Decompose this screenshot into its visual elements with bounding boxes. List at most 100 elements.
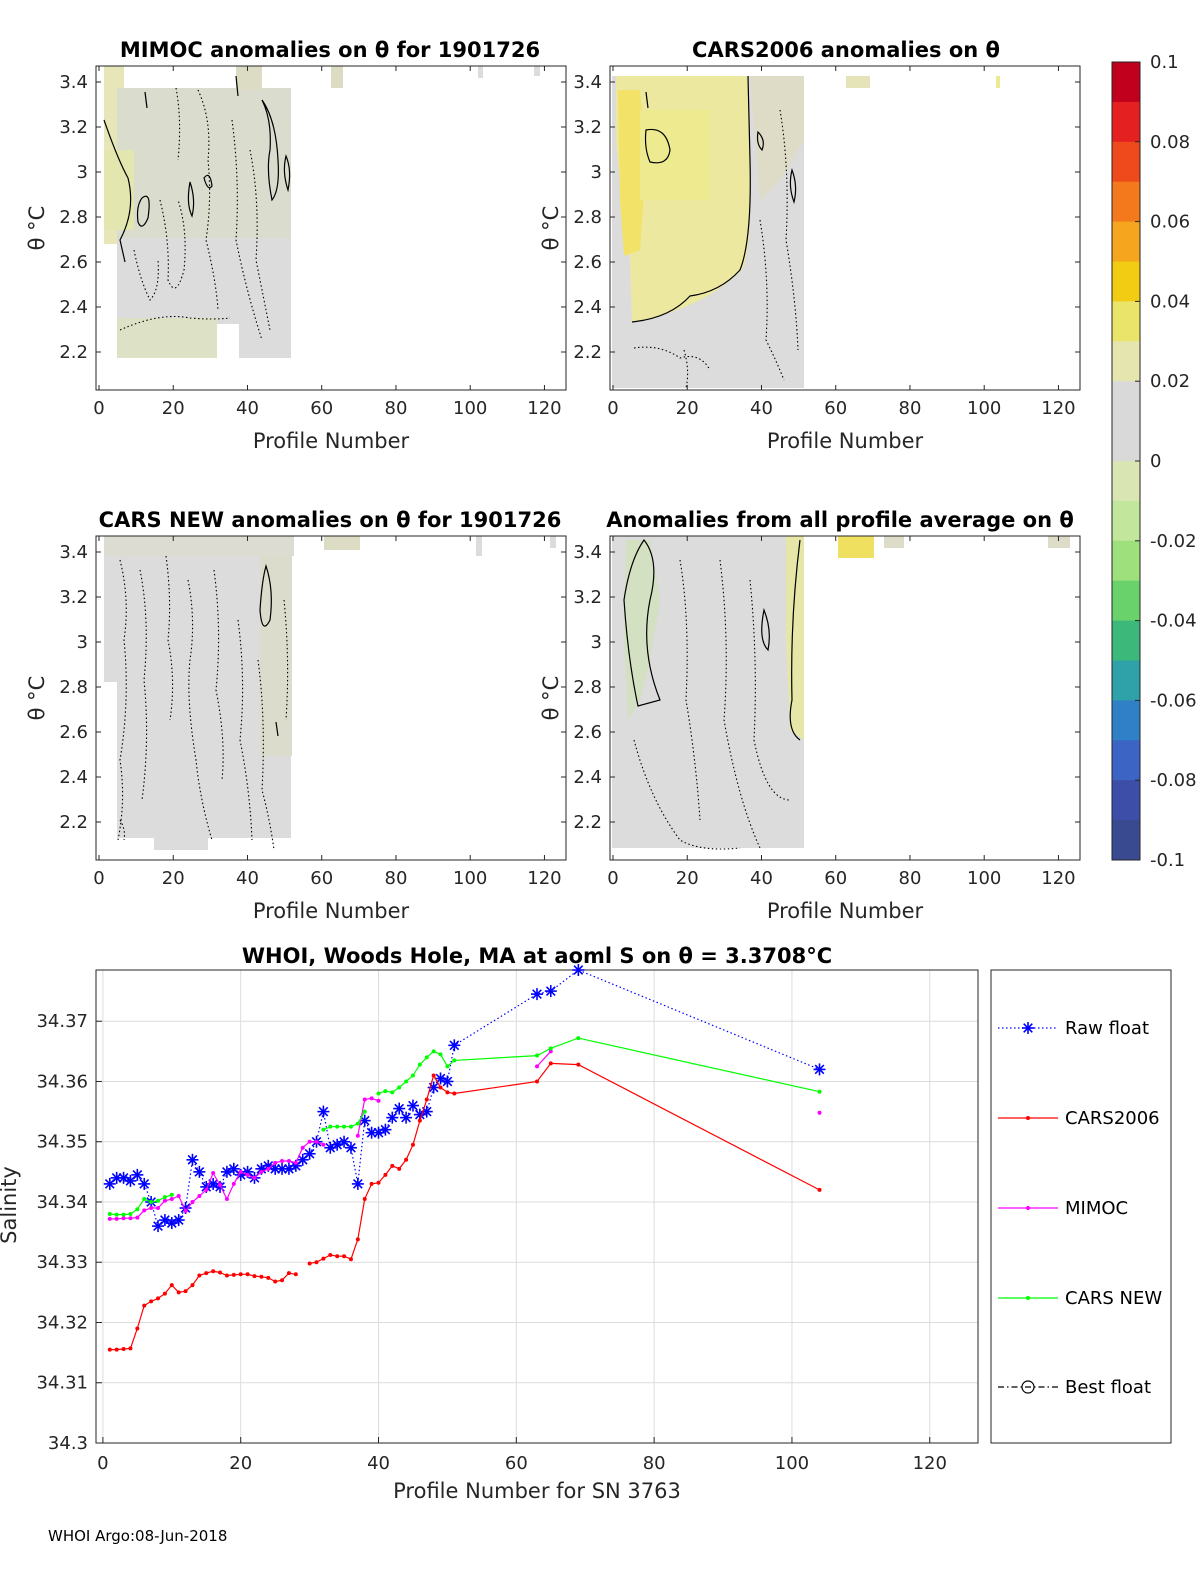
series-point bbox=[369, 1096, 374, 1101]
series-point bbox=[286, 1271, 291, 1276]
series-point bbox=[190, 1199, 195, 1204]
series-cars-new bbox=[107, 1036, 822, 1217]
y-axis-label: θ °C bbox=[25, 676, 49, 721]
x-tick-label: 0 bbox=[607, 868, 618, 889]
legend-label: MIMOC bbox=[1065, 1198, 1128, 1219]
chart-xlabel: Profile Number for SN 3763 bbox=[393, 1479, 681, 1503]
series-point bbox=[404, 1157, 409, 1162]
y-tick-label: 3.2 bbox=[573, 587, 602, 608]
axes-box bbox=[609, 65, 1081, 391]
series-point bbox=[238, 1169, 243, 1174]
series-point bbox=[438, 1085, 443, 1090]
series-point bbox=[135, 1207, 140, 1212]
series-point bbox=[245, 1272, 250, 1277]
raw-float-point bbox=[393, 1102, 406, 1115]
raw-float-point bbox=[400, 1111, 413, 1124]
series-point bbox=[355, 1237, 360, 1242]
panel-cars-new-field bbox=[104, 536, 556, 851]
series-point bbox=[321, 1142, 326, 1147]
footer-text: WHOI Argo:08-Jun-2018 bbox=[48, 1527, 227, 1545]
series-point bbox=[259, 1169, 264, 1174]
series-point bbox=[293, 1272, 298, 1277]
series-point bbox=[300, 1145, 305, 1150]
y-tick-label: 2.6 bbox=[59, 722, 88, 743]
x-axis-label: Profile Number bbox=[767, 899, 924, 923]
series-point bbox=[197, 1273, 202, 1278]
raw-float-point bbox=[172, 1214, 185, 1227]
series-point bbox=[176, 1193, 181, 1198]
panel-title-cars-new: CARS NEW anomalies on θ for 1901726 bbox=[99, 508, 562, 532]
series-point bbox=[128, 1212, 133, 1217]
series-point bbox=[390, 1090, 395, 1095]
series-point bbox=[224, 1196, 229, 1201]
series-point bbox=[107, 1212, 112, 1217]
x-tick-label: 120 bbox=[913, 1453, 947, 1474]
colorbar-segment bbox=[1112, 101, 1140, 143]
series-point bbox=[107, 1216, 112, 1221]
legend-item-cars-new: CARS NEW bbox=[998, 1288, 1162, 1309]
series-point bbox=[121, 1212, 126, 1217]
series-point bbox=[397, 1166, 402, 1171]
series-point bbox=[211, 1171, 216, 1176]
x-tick-label: 80 bbox=[385, 398, 408, 419]
series-point bbox=[266, 1166, 271, 1171]
raw-float-point bbox=[379, 1123, 392, 1136]
legend-item-best-float: Best float bbox=[998, 1377, 1151, 1398]
colorbar-tick-label: 0.06 bbox=[1150, 212, 1190, 233]
series-point bbox=[286, 1159, 291, 1164]
panel-title-all-average: Anomalies from all profile average on θ bbox=[606, 508, 1074, 532]
x-tick-label: 80 bbox=[899, 868, 922, 889]
x-tick-label: 0 bbox=[607, 398, 618, 419]
x-tick-label: 60 bbox=[505, 1453, 528, 1474]
series-point bbox=[149, 1206, 154, 1211]
series-point bbox=[548, 1046, 553, 1051]
series-point bbox=[162, 1291, 167, 1296]
colorbar-tick-label: 0.08 bbox=[1150, 132, 1190, 153]
series-point bbox=[321, 1127, 326, 1132]
series-point bbox=[548, 1049, 553, 1054]
series-point bbox=[114, 1212, 119, 1217]
series-cars2006 bbox=[107, 1061, 822, 1352]
colorbar-tick-label: 0 bbox=[1150, 451, 1161, 472]
series-point bbox=[417, 1062, 422, 1067]
x-tick-label: 80 bbox=[899, 398, 922, 419]
x-tick-label: 60 bbox=[824, 398, 847, 419]
series-point bbox=[121, 1347, 126, 1352]
anomaly-axes: 0 20 40 60 80 100 120 2.2 2.4 2.6 2.8 3 3.2 3.4 Profil… bbox=[25, 65, 1081, 923]
series-point bbox=[183, 1209, 188, 1214]
y-tick-label: 34.37 bbox=[36, 1011, 88, 1032]
y-tick-label: 3 bbox=[591, 632, 602, 653]
series-point bbox=[314, 1139, 319, 1144]
series-point bbox=[535, 1064, 539, 1069]
y-axis-label: θ °C bbox=[539, 206, 563, 251]
raw-float-point bbox=[544, 985, 557, 998]
legend-label: CARS2006 bbox=[1065, 1108, 1160, 1129]
x-tick-label: 40 bbox=[750, 868, 773, 889]
y-tick-label: 2.2 bbox=[59, 812, 88, 833]
colorbar-segment bbox=[1112, 620, 1140, 661]
colorbar-segment bbox=[1112, 421, 1140, 462]
salinity-chart: 0 20 40 60 80 100 120 34.3 34.31 34.32 34.33 34.34 3… bbox=[36, 964, 979, 1474]
series-point bbox=[204, 1187, 209, 1192]
chart-axes-box bbox=[95, 969, 979, 1444]
colorbar-segment bbox=[1112, 62, 1140, 103]
legend-item-cars2006: CARS2006 bbox=[998, 1108, 1160, 1129]
raw-float-point bbox=[317, 1105, 330, 1118]
y-tick-label: 3.4 bbox=[59, 542, 88, 563]
series-point bbox=[817, 1089, 822, 1094]
series-point bbox=[328, 1124, 333, 1129]
series-point bbox=[107, 1347, 112, 1352]
x-tick-label: 40 bbox=[750, 398, 773, 419]
series-point bbox=[410, 1142, 415, 1147]
series-point bbox=[535, 1079, 539, 1084]
series-point bbox=[231, 1181, 236, 1186]
colorbar-tick-label: -0.08 bbox=[1150, 770, 1197, 791]
axes-box bbox=[95, 65, 567, 391]
chart-title: WHOI, Woods Hole, MA at aoml S on θ = 3.… bbox=[242, 944, 832, 968]
y-tick-label: 3 bbox=[77, 162, 88, 183]
series-point bbox=[238, 1272, 243, 1277]
series-point bbox=[548, 1061, 553, 1066]
raw-float-point bbox=[131, 1168, 144, 1181]
x-tick-label: 100 bbox=[967, 868, 1001, 889]
